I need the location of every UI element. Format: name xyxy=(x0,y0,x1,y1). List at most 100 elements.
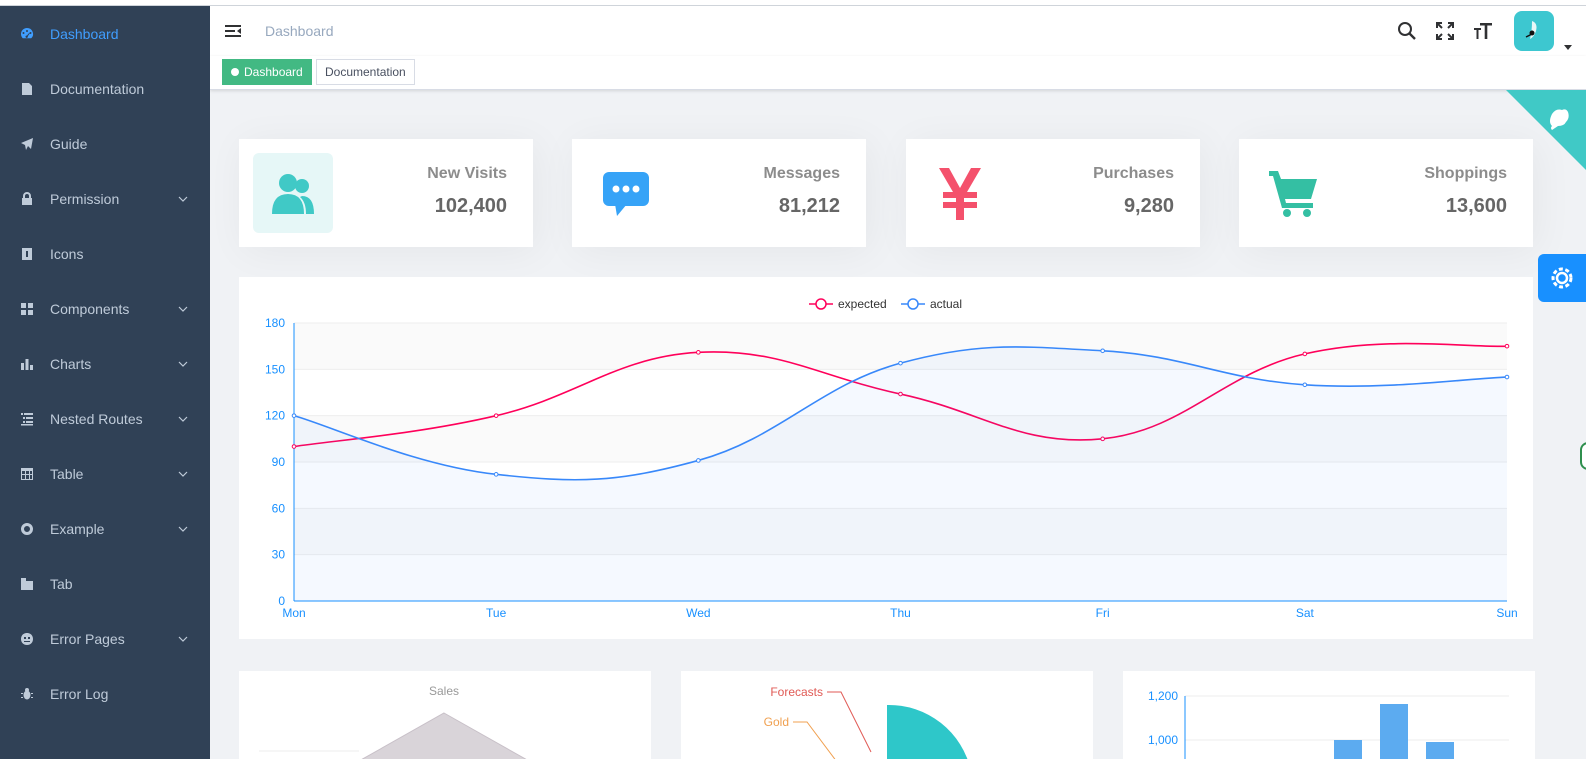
legend-label-actual: actual xyxy=(930,297,962,311)
data-point-expected xyxy=(1504,343,1510,349)
sidebar-item-label: Dashboard xyxy=(50,25,119,42)
github-corner-icon[interactable] xyxy=(1506,90,1586,170)
window-top-border xyxy=(0,0,1586,6)
money-icon xyxy=(920,153,1000,233)
chevron-down-icon xyxy=(178,466,188,477)
shopping-icon xyxy=(1253,153,1333,233)
tag-label: Dashboard xyxy=(244,65,303,79)
navbar: Dashboard xyxy=(210,6,1586,56)
chevron-down-icon xyxy=(178,356,188,367)
stat-card-shoppings[interactable]: Shoppings 13,600 xyxy=(1239,139,1533,247)
pie-leader-forecasts xyxy=(827,691,872,753)
sidebar-item-tab[interactable]: Tab xyxy=(0,556,210,611)
pie-chart-panel: Forecasts Gold xyxy=(681,671,1093,759)
sidebar-item-label: Icons xyxy=(50,245,84,262)
chevron-down-icon xyxy=(178,521,188,532)
sidebar-item-error-log[interactable]: Error Log xyxy=(0,666,210,721)
component-icon xyxy=(20,302,34,316)
tag-dashboard[interactable]: Dashboard xyxy=(222,59,312,85)
bar-ytick: 1,000 xyxy=(1148,733,1178,747)
pie-label-gold: Gold xyxy=(764,715,789,729)
sidebar-item-example[interactable]: Example xyxy=(0,501,210,556)
data-point-actual xyxy=(696,458,701,463)
bar-ytick: 1,200 xyxy=(1148,689,1178,703)
nested-icon xyxy=(20,412,34,426)
dashboard-icon xyxy=(20,27,34,41)
sidebar-item-table[interactable]: Table xyxy=(0,446,210,501)
bar xyxy=(1426,742,1454,759)
sidebar-item-nested-routes[interactable]: Nested Routes xyxy=(0,391,210,446)
legend-marker-actual xyxy=(907,298,919,310)
card-title: Shoppings xyxy=(1424,165,1507,182)
sidebar: Dashboard Documentation Guide Permission Ico… xyxy=(0,6,210,759)
data-point-expected xyxy=(898,391,903,397)
data-point-actual xyxy=(493,472,499,477)
search-icon[interactable] xyxy=(1388,6,1426,56)
sidebar-item-label: Documentation xyxy=(50,80,145,97)
stat-card-purchases[interactable]: Purchases 9,280 xyxy=(906,139,1200,247)
sidebar-item-label: Permission xyxy=(50,190,120,207)
card-value: 13,600 xyxy=(1445,195,1507,217)
card-title: Messages xyxy=(763,165,841,182)
data-point-actual xyxy=(1100,348,1105,354)
radar-area xyxy=(361,712,527,759)
data-point-actual xyxy=(1302,382,1308,388)
line-chart: 0 30 60 90 120 150 180 Mon Tue Wed Thu Fri Sat Sun exp… xyxy=(265,297,1518,620)
main-container: Dashboard Dashboard Documentation xyxy=(210,6,1586,759)
x-tick-label: Sat xyxy=(1296,606,1315,620)
y-tick-label: 30 xyxy=(272,548,286,562)
sidebar-item-icons[interactable]: Icons xyxy=(0,226,210,281)
card-title: New Visits xyxy=(427,165,507,182)
stat-card-visits[interactable]: New Visits 102,400 xyxy=(239,139,533,247)
guide-icon xyxy=(20,137,34,151)
chart-icon xyxy=(20,357,34,371)
sidebar-item-label: Nested Routes xyxy=(50,410,143,427)
data-point-expected xyxy=(493,413,499,418)
y-tick-label: 90 xyxy=(272,455,286,469)
chevron-down-icon xyxy=(178,631,188,642)
radar-label: Sales xyxy=(429,684,459,698)
sidebar-item-label: Error Pages xyxy=(50,630,125,647)
radar-chart-panel: Sales xyxy=(239,671,651,759)
pie-leader-gold xyxy=(793,721,836,759)
y-tick-label: 0 xyxy=(278,594,285,608)
tab-icon xyxy=(20,577,34,591)
breadcrumb: Dashboard xyxy=(265,23,334,39)
data-point-actual xyxy=(291,413,297,418)
icon-icon xyxy=(20,247,34,261)
sidebar-item-error-pages[interactable]: Error Pages xyxy=(0,611,210,666)
hamburger-icon[interactable] xyxy=(224,22,242,40)
bar xyxy=(1334,740,1362,759)
x-tick-label: Fri xyxy=(1096,606,1110,620)
example-icon xyxy=(20,522,34,536)
sidebar-item-label: Guide xyxy=(50,135,88,152)
back-to-top-handle[interactable] xyxy=(1580,442,1586,470)
sidebar-item-dashboard[interactable]: Dashboard xyxy=(0,6,210,61)
series-area-actual xyxy=(294,346,1507,601)
x-tick-label: Mon xyxy=(282,606,305,620)
sidebar-item-documentation[interactable]: Documentation xyxy=(0,61,210,116)
sidebar-item-label: Example xyxy=(50,520,105,537)
tag-documentation[interactable]: Documentation xyxy=(316,59,415,85)
size-select-icon[interactable] xyxy=(1464,6,1502,56)
fullscreen-icon[interactable] xyxy=(1426,6,1464,56)
data-point-expected xyxy=(1100,436,1105,442)
card-value: 9,280 xyxy=(1123,195,1174,217)
stat-card-messages[interactable]: Messages 81,212 xyxy=(572,139,866,247)
sidebar-item-label: Error Log xyxy=(50,685,109,702)
y-tick-label: 60 xyxy=(272,501,286,515)
legend-marker-expected xyxy=(815,298,827,310)
table-icon xyxy=(20,467,34,481)
line-chart-panel: 0 30 60 90 120 150 180 Mon Tue Wed Thu Fri Sat Sun exp… xyxy=(239,277,1533,639)
sidebar-item-permission[interactable]: Permission xyxy=(0,171,210,226)
caret-down-icon[interactable] xyxy=(1564,38,1572,50)
documentation-icon xyxy=(20,82,34,96)
settings-gear-icon[interactable] xyxy=(1538,254,1586,302)
sidebar-item-components[interactable]: Components xyxy=(0,281,210,336)
sidebar-item-guide[interactable]: Guide xyxy=(0,116,210,171)
pie-slice xyxy=(887,704,968,759)
x-tick-label: Wed xyxy=(686,606,710,620)
sidebar-item-charts[interactable]: Charts xyxy=(0,336,210,391)
bug-icon xyxy=(20,687,34,701)
user-avatar[interactable] xyxy=(1514,11,1554,51)
